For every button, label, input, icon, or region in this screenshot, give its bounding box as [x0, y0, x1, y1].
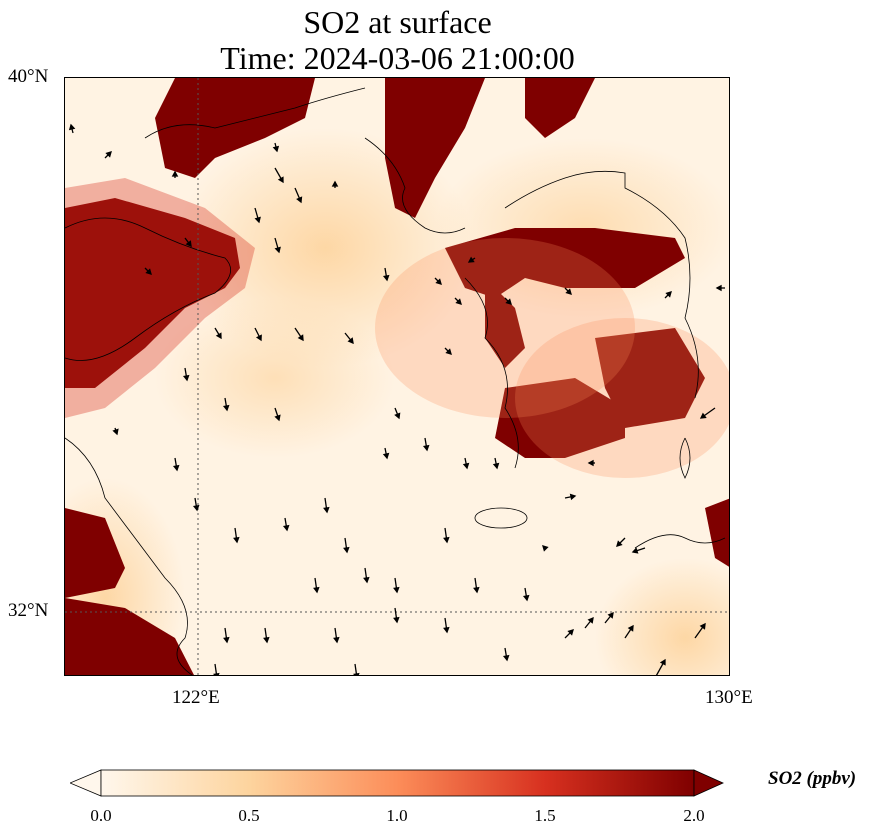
map-panel: [64, 77, 730, 676]
wind-arrow-head: [587, 459, 594, 467]
wind-arrow-head: [587, 616, 594, 624]
wind-arrow-head: [182, 374, 190, 382]
wind-arrow-head: [222, 404, 230, 412]
coastlines: [65, 87, 726, 675]
wind-arrow-head: [274, 414, 281, 422]
colorbar-tick-0: 0.0: [90, 806, 112, 825]
wind-arrow-head: [185, 240, 192, 248]
wind-arrow-head: [455, 298, 462, 305]
lon-label-130e: 130°E: [705, 687, 753, 708]
wind-arrow-head: [363, 576, 370, 584]
wind-arrow-head: [462, 462, 470, 470]
colorbar-tick-2: 1.0: [386, 806, 408, 825]
map-title: SO2 at surface: [303, 4, 492, 40]
colorbar-gradient: [100, 769, 695, 797]
wind-arrow-head: [422, 444, 430, 452]
lat-label-40n: 40°N: [8, 66, 49, 87]
colorbar-tick-3: 1.5: [534, 806, 556, 825]
wind-arrow-head: [435, 278, 442, 285]
wind-arrow-head: [233, 536, 240, 544]
colorbar: [70, 769, 724, 797]
wind-arrow-head: [353, 672, 360, 675]
wind-arrow-head: [607, 611, 614, 619]
colorbar-max-extend: [693, 769, 724, 797]
wind-arrow-head: [333, 636, 340, 644]
wind-arrow-head: [542, 545, 549, 552]
gridlines: [65, 78, 729, 675]
wind-arrow-head: [171, 170, 179, 177]
wind-arrow-head: [522, 594, 530, 602]
wind-arrow-head: [445, 348, 452, 355]
wind-arrow-head: [331, 180, 339, 187]
wind-arrow-head: [145, 268, 152, 275]
wind-arrow-head: [627, 624, 634, 632]
wind-arrow: [214, 663, 218, 675]
wind-arrow-head: [213, 672, 220, 675]
wind-arrow-head: [393, 616, 400, 624]
wind-arrow-head: [343, 546, 350, 554]
wind-arrow-head: [382, 452, 390, 460]
wind-arrow-head: [659, 658, 666, 666]
wind-arrow-head: [296, 196, 303, 204]
wind-arrow-head: [68, 123, 76, 131]
wind-arrow-head: [505, 298, 512, 305]
wind-arrow-head: [502, 654, 510, 662]
colorbar-tick-1: 0.5: [238, 806, 260, 825]
wind-arrow-head: [394, 412, 401, 420]
colorbar-tick-4: 2.0: [683, 806, 705, 825]
wind-arrow-head: [347, 337, 354, 345]
wind-arrow-head: [282, 524, 290, 532]
so2-high-value-plumes: [65, 78, 729, 675]
wind-arrow-head: [105, 151, 112, 158]
wind-arrow-head: [699, 412, 707, 419]
wind-vectors: [68, 123, 725, 675]
wind-arrow-head: [297, 334, 304, 342]
wind-arrow-head: [567, 629, 574, 636]
wind-arrow-head: [313, 586, 320, 594]
wind-arrow-head: [492, 462, 500, 470]
wind-arrow-head: [254, 216, 261, 224]
so2-map: [65, 78, 729, 675]
wind-arrow-head: [172, 464, 180, 472]
wind-arrow-head: [215, 332, 222, 340]
wind-arrow-head: [631, 547, 639, 554]
colorbar-min-extend: [70, 769, 102, 797]
wind-arrow-head: [393, 586, 400, 594]
wind-arrow-head: [569, 493, 577, 501]
wind-arrow-head: [112, 428, 119, 436]
wind-arrow-head: [382, 274, 390, 282]
wind-arrow-head: [665, 291, 672, 298]
wind-arrow-head: [699, 622, 706, 630]
wind-arrow-head: [274, 246, 281, 254]
wind-arrow-head: [255, 334, 262, 342]
wind-arrow-head: [616, 540, 623, 547]
wind-arrow-head: [272, 145, 280, 153]
wind-arrow-head: [323, 506, 330, 514]
lat-label-32n: 32°N: [8, 600, 49, 621]
lon-label-122e: 122°E: [172, 687, 220, 708]
wind-arrow-head: [443, 536, 450, 544]
wind-arrow-head: [277, 176, 284, 184]
wind-arrow: [354, 663, 358, 675]
wind-arrow-head: [263, 636, 270, 644]
wind-arrow-head: [467, 256, 475, 263]
wind-arrow-head: [223, 636, 230, 644]
wind-arrow-head: [565, 288, 572, 295]
wind-arrow-head: [473, 586, 480, 594]
colorbar-title: SO2 (ppbv): [768, 768, 857, 789]
wind-arrow-head: [715, 284, 722, 292]
wind-arrow-head: [192, 504, 200, 512]
wind-arrow-head: [443, 626, 450, 634]
map-timestamp: Time: 2024-03-06 21:00:00: [220, 40, 575, 76]
